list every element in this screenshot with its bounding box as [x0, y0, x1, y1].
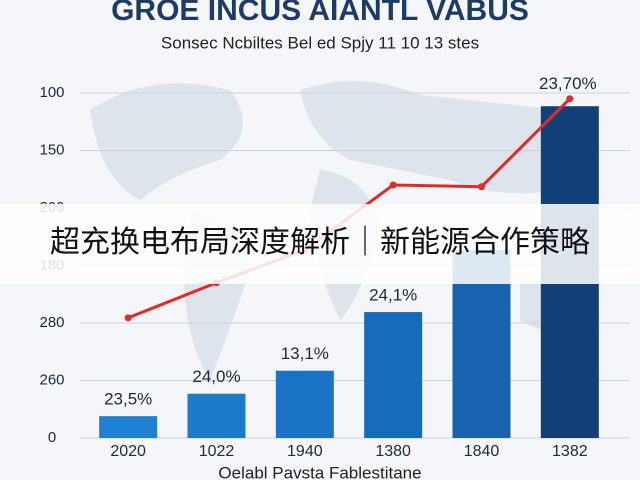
banner-text: 超充换电布局深度解析｜新能源合作策略	[50, 226, 590, 259]
value-label: 13,1%	[281, 344, 329, 363]
y-tick-label: 260	[39, 371, 64, 388]
value-label: 23,70%	[539, 74, 597, 93]
chart-title: GROE INCUS AIANTL VABUS	[111, 0, 529, 27]
line-point	[389, 181, 397, 189]
line-point	[478, 183, 485, 191]
x-tick-label: 1022	[199, 443, 235, 460]
chart-caption: Oelabl Pavsta Fablestitane	[218, 463, 421, 480]
bar	[275, 370, 334, 438]
value-label: 24,0%	[192, 367, 240, 386]
x-tick-label: 1840	[464, 443, 500, 460]
x-tick-label: 1940	[287, 443, 323, 460]
chart-subtitle: Sonsec Ncbiltes Bel ed Spjy 11 10 13 ste…	[161, 33, 479, 52]
x-tick-label: 1380	[375, 443, 411, 460]
line-point	[124, 314, 132, 322]
bar	[364, 312, 423, 438]
value-label: 23,5%	[104, 390, 152, 409]
y-tick-label: 280	[39, 314, 64, 331]
banner-band	[0, 204, 640, 284]
value-label: 24,1%	[369, 286, 417, 305]
y-tick-label: 0	[48, 429, 56, 446]
y-tick-label: 150	[39, 141, 64, 158]
bar	[99, 416, 158, 438]
bar	[187, 393, 246, 438]
line-point	[566, 95, 574, 103]
x-tick-label: 2020	[110, 443, 146, 460]
y-tick-label: 100	[39, 84, 64, 101]
x-tick-label: 1382	[552, 443, 588, 460]
